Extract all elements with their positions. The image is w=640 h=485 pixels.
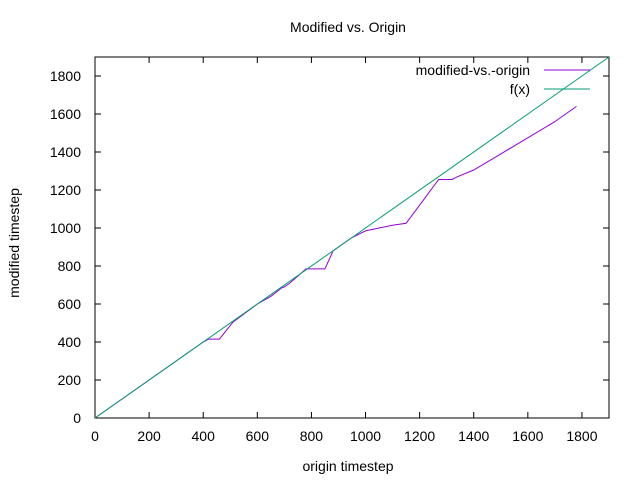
y-tick-label: 1800 [50, 68, 81, 84]
x-tick-label: 800 [300, 428, 324, 444]
y-tick-label: 1200 [50, 182, 81, 198]
series-line-1 [94, 56, 610, 419]
y-tick-label: 1600 [50, 106, 81, 122]
x-tick-label: 200 [137, 428, 161, 444]
y-axis-label: modified timestep [6, 188, 22, 298]
x-tick-label: 1000 [350, 428, 381, 444]
x-tick-label: 1400 [458, 428, 489, 444]
y-tick-label: 200 [58, 372, 82, 388]
x-tick-label: 600 [246, 428, 270, 444]
plot-frame [94, 56, 610, 419]
plot-area: 0 200 400 600 800 1000 1200 1400 1600 1800 0 200 400… [50, 56, 610, 444]
y-tick-label: 0 [73, 410, 81, 426]
series-line-0 [94, 105, 577, 419]
x-tick-label: 0 [91, 428, 99, 444]
x-axis-label: origin timestep [302, 458, 393, 474]
x-tick-label: 1800 [566, 428, 597, 444]
y-tick-label: 400 [58, 334, 82, 350]
y-tick-label: 800 [58, 258, 82, 274]
x-tick-label: 400 [192, 428, 216, 444]
y-tick-label: 1400 [50, 144, 81, 160]
legend-label-0: modified-vs.-origin [416, 62, 530, 78]
legend: modified-vs.-origin f(x) [416, 62, 590, 97]
chart-title: Modified vs. Origin [290, 19, 406, 35]
x-tick-label: 1200 [404, 428, 435, 444]
legend-label-1: f(x) [510, 81, 530, 97]
y-tick-label: 1000 [50, 220, 81, 236]
x-tick-label: 1600 [512, 428, 543, 444]
y-tick-label: 600 [58, 296, 82, 312]
